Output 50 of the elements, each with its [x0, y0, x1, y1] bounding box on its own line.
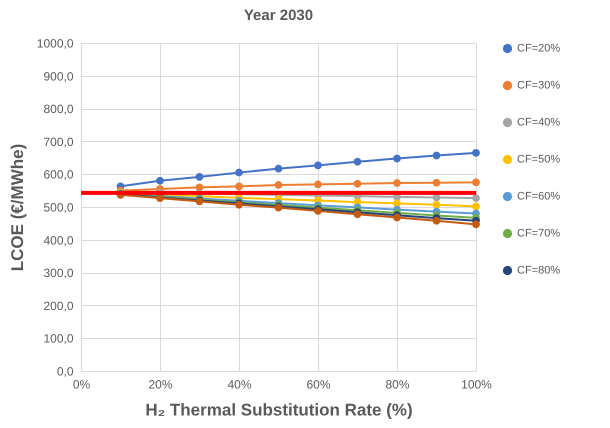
point [472, 202, 480, 210]
point [432, 200, 440, 209]
point [196, 172, 204, 181]
point [472, 149, 480, 157]
legend-label: CF=20% [517, 42, 560, 54]
y-axis-title: LCOE (€/MWhe) [8, 144, 27, 272]
point [235, 182, 243, 190]
y-tick-label: 500,0 [43, 200, 74, 214]
y-tick-label: 300,0 [43, 266, 74, 280]
point [472, 220, 480, 228]
y-tick-label: 600,0 [43, 168, 74, 182]
legend-label: CF=80% [517, 264, 560, 276]
point [274, 181, 282, 189]
point [196, 183, 204, 192]
point [314, 180, 322, 188]
point [393, 179, 401, 187]
x-axis-title: H₂ Thermal Substitution Rate (%) [145, 400, 413, 420]
point [472, 194, 480, 202]
y-tick-label: 0,0 [56, 364, 74, 378]
x-tick-label: 80% [385, 378, 410, 392]
y-tick-label: 1000,0 [36, 36, 74, 50]
x-tick-label: 60% [306, 378, 331, 392]
x-tick-label: 100% [461, 378, 492, 392]
y-tick-label: 400,0 [43, 233, 74, 248]
x-tick-label: 40% [227, 378, 252, 392]
x-tick-label: 20% [148, 378, 173, 392]
legend-label: CF=60% [517, 190, 560, 202]
y-tick-label: 700,0 [43, 134, 74, 149]
point [156, 176, 164, 185]
point [432, 152, 440, 160]
y-tick-label: 800,0 [43, 102, 74, 116]
y-tick-label: 100,0 [43, 332, 74, 346]
point [314, 161, 322, 170]
point [354, 180, 362, 188]
point [432, 216, 440, 225]
x-tick-label: 0% [72, 378, 90, 392]
point [393, 214, 401, 222]
legend-label: CF=50% [517, 154, 560, 166]
point [274, 164, 282, 172]
point [432, 178, 440, 187]
point [393, 154, 401, 162]
point [235, 168, 243, 176]
y-tick-label: 900,0 [43, 69, 74, 84]
chart-title: Year 2030 [244, 7, 314, 24]
legend-label: CF=30% [517, 80, 560, 92]
legend-label: CF=70% [517, 228, 560, 240]
y-tick-label: 200,0 [43, 298, 74, 313]
legend-label: CF=40% [517, 116, 560, 128]
point [472, 178, 480, 186]
point [354, 158, 362, 166]
